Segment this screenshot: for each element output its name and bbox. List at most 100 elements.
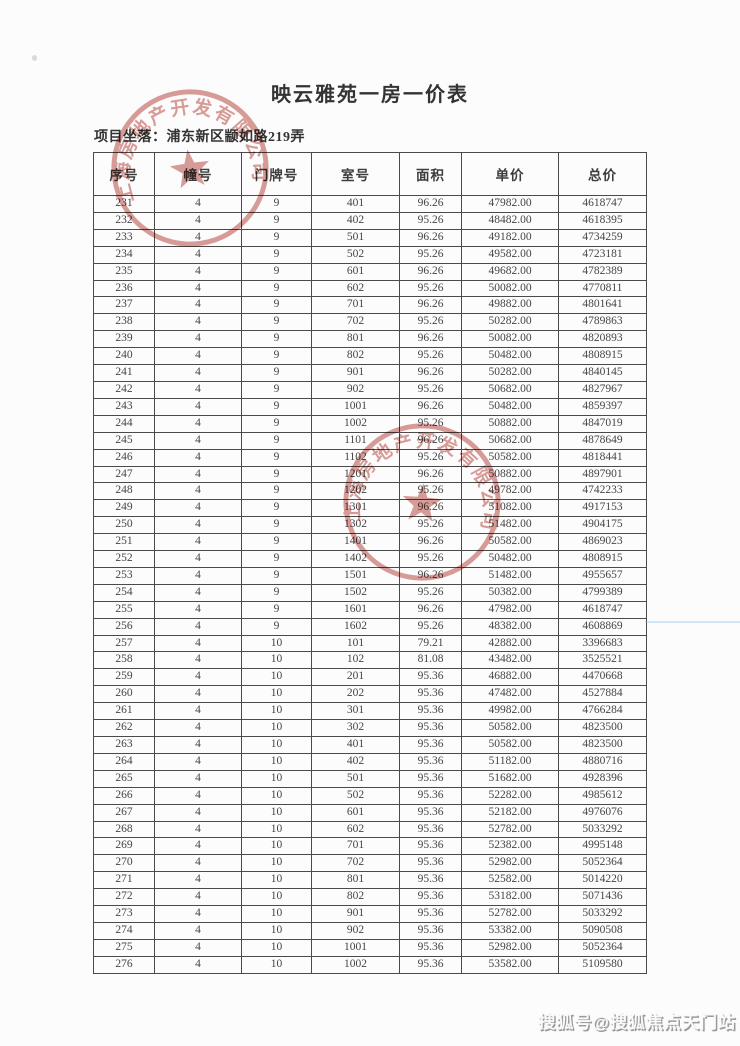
table-cell: 4 xyxy=(154,685,242,704)
table-cell: 4 xyxy=(154,617,242,636)
table-cell: 10 xyxy=(241,702,312,721)
table-cell: 95.26 xyxy=(399,313,462,332)
table-cell: 51182.00 xyxy=(461,752,559,771)
table-cell: 52282.00 xyxy=(461,786,559,805)
table-cell: 4 xyxy=(154,397,242,416)
table-cell: 4618747 xyxy=(558,195,647,213)
table-cell: 5109580 xyxy=(558,955,647,974)
table-cell: 95.26 xyxy=(399,211,462,230)
table-cell: 4 xyxy=(154,820,242,839)
table-cell: 4859397 xyxy=(558,397,647,416)
table-cell: 96.26 xyxy=(399,296,462,315)
table-cell: 95.36 xyxy=(399,769,462,788)
table-cell: 10 xyxy=(241,769,312,788)
table-cell: 95.36 xyxy=(399,702,462,721)
table-cell: 245 xyxy=(93,431,155,450)
table-cell: 4878649 xyxy=(558,431,647,450)
table-cell: 95.26 xyxy=(399,380,462,399)
table-cell: 95.36 xyxy=(399,921,462,940)
table-cell: 801 xyxy=(311,871,400,890)
table-cell: 96.26 xyxy=(399,431,462,450)
table-cell: 10 xyxy=(241,803,312,822)
table-cell: 47982.00 xyxy=(461,195,559,213)
table-cell: 10 xyxy=(241,921,312,940)
table-cell: 255 xyxy=(93,600,155,619)
table-cell: 253 xyxy=(93,566,155,585)
table-cell: 4818441 xyxy=(558,448,647,467)
table-row: 253 4 9 1501 96.26 51482.00 4955657 xyxy=(93,566,647,585)
table-cell: 95.36 xyxy=(399,786,462,805)
table-cell: 95.36 xyxy=(399,668,462,687)
table-cell: 5014220 xyxy=(558,871,647,890)
table-cell: 95.36 xyxy=(399,938,462,957)
table-cell: 4734259 xyxy=(558,228,647,247)
table-cell: 4 xyxy=(154,482,242,501)
table-row: 242 4 9 902 95.26 50682.00 4827967 xyxy=(93,380,647,399)
table-cell: 4799389 xyxy=(558,583,647,602)
table-cell: 4 xyxy=(154,262,242,281)
price-table: 序号 幢号 门牌号 室号 面积 单价 总价 231 4 9 401 96.26 47982.00 461… xyxy=(93,152,647,974)
table-cell: 4723181 xyxy=(558,245,647,264)
table-cell: 9 xyxy=(241,566,312,585)
table-cell: 50882.00 xyxy=(461,465,559,484)
table-cell: 257 xyxy=(93,634,155,653)
table-cell: 271 xyxy=(93,871,155,890)
table-cell: 9 xyxy=(241,364,312,382)
table-cell: 4 xyxy=(154,769,242,788)
table-cell: 1301 xyxy=(311,499,400,518)
table-cell: 4 xyxy=(154,871,242,890)
table-cell: 50282.00 xyxy=(461,313,559,332)
table-cell: 4823500 xyxy=(558,719,647,737)
table-row: 267 4 10 601 95.36 52182.00 4976076 xyxy=(93,803,647,822)
table-cell: 247 xyxy=(93,465,155,484)
table-row: 271 4 10 801 95.36 52582.00 5014220 xyxy=(93,871,647,890)
project-location-label: 项目坐落： xyxy=(94,130,167,145)
table-cell: 901 xyxy=(311,905,400,923)
table-cell: 47482.00 xyxy=(461,685,559,704)
table-cell: 50482.00 xyxy=(461,550,559,568)
table-cell: 1402 xyxy=(311,550,400,568)
table-cell: 4808915 xyxy=(558,550,647,568)
table-cell: 802 xyxy=(311,347,400,366)
table-cell: 9 xyxy=(241,397,312,416)
table-cell: 4766284 xyxy=(558,702,647,721)
table-cell: 801 xyxy=(311,330,400,349)
table-cell: 10 xyxy=(241,668,312,687)
table-cell: 52182.00 xyxy=(461,803,559,822)
table-cell: 1002 xyxy=(311,414,400,433)
table-cell: 49982.00 xyxy=(461,702,559,721)
table-cell: 4 xyxy=(154,431,242,450)
table-cell: 10 xyxy=(241,905,312,923)
table-cell: 4 xyxy=(154,702,242,721)
table-cell: 9 xyxy=(241,431,312,450)
table-cell: 9 xyxy=(241,228,312,247)
table-row: 249 4 9 1301 96.26 51082.00 4917153 xyxy=(93,499,647,518)
table-cell: 265 xyxy=(93,769,155,788)
table-cell: 4808915 xyxy=(558,347,647,366)
table-row: 235 4 9 601 96.26 49682.00 4782389 xyxy=(93,262,647,281)
table-cell: 272 xyxy=(93,888,155,907)
project-location: 项目坐落：浦东新区颛如路219弄 xyxy=(94,126,305,146)
table-cell: 96.26 xyxy=(399,600,462,619)
table-cell: 4 xyxy=(154,330,242,349)
table-cell: 201 xyxy=(311,668,400,687)
table-cell: 9 xyxy=(241,330,312,349)
table-cell: 52782.00 xyxy=(461,905,559,923)
table-cell: 4995148 xyxy=(558,837,647,856)
table-cell: 4897901 xyxy=(558,465,647,484)
table-cell: 4840145 xyxy=(558,364,647,382)
table-cell: 10 xyxy=(241,736,312,754)
table-cell: 802 xyxy=(311,888,400,907)
table-cell: 602 xyxy=(311,820,400,839)
table-cell: 10 xyxy=(241,871,312,890)
table-cell: 9 xyxy=(241,516,312,535)
table-cell: 50582.00 xyxy=(461,448,559,467)
table-cell: 49682.00 xyxy=(461,262,559,281)
table-cell: 273 xyxy=(93,905,155,923)
table-cell: 4 xyxy=(154,786,242,805)
table-row: 274 4 10 902 95.36 53382.00 5090508 xyxy=(93,921,647,940)
table-cell: 4847019 xyxy=(558,414,647,433)
table-cell: 95.26 xyxy=(399,516,462,535)
table-cell: 902 xyxy=(311,380,400,399)
table-row: 239 4 9 801 96.26 50082.00 4820893 xyxy=(93,330,647,349)
